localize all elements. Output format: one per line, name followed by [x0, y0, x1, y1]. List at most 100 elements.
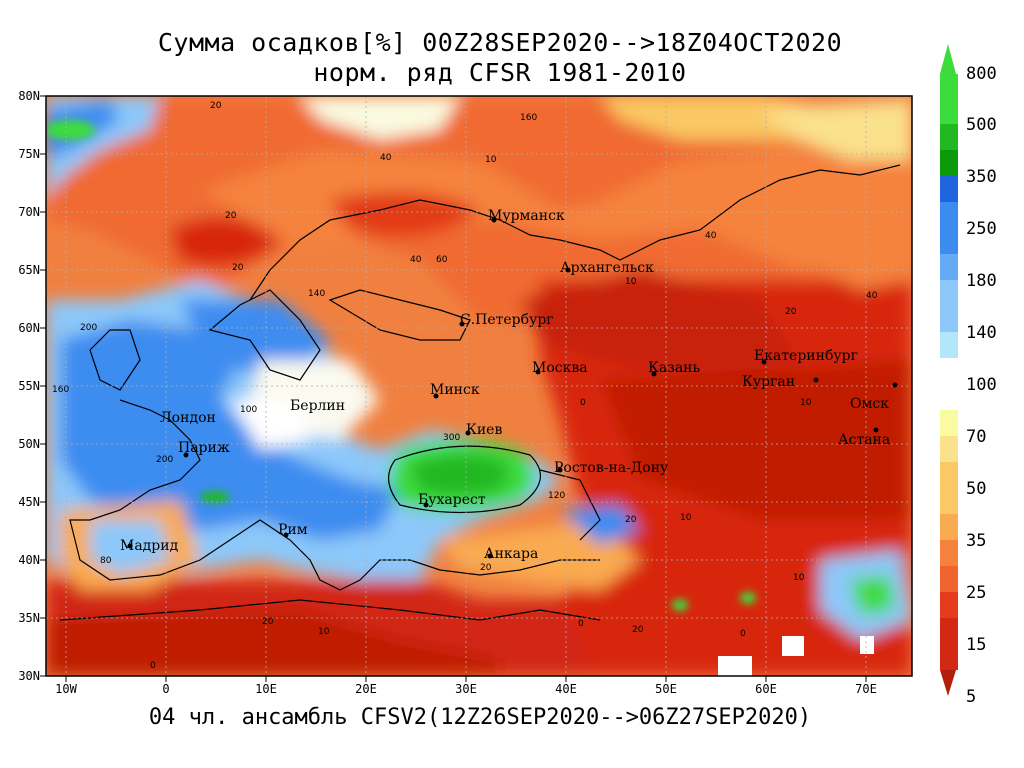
coastlines: [59, 164, 901, 621]
contour-label: 40: [380, 153, 392, 163]
city-label: Киев: [466, 422, 502, 438]
city-marker: [557, 467, 563, 473]
colorbar-bin: [940, 514, 958, 540]
contour-label: 10: [485, 155, 497, 165]
contour-label: 20: [262, 617, 274, 627]
map-title: Сумма осадков[%] 00Z28SEP2020-->18Z04OCT…: [157, 28, 843, 57]
lon-tick-label: 10E: [255, 682, 277, 696]
city-label: С.Петербург: [460, 312, 554, 328]
contour-label: 40: [866, 291, 878, 301]
colorbar-bin: [940, 540, 958, 566]
precip-field: 20 40 10 160 20 20 40 60 10 40 20 40 140…: [46, 96, 912, 676]
map-subtitle: норм. ряд CFSR 1981-2010: [313, 58, 687, 87]
colorbar-label: 50: [966, 479, 987, 499]
city-marker: [465, 430, 471, 436]
city-marker: [535, 369, 541, 375]
contour-label: 10: [680, 513, 692, 523]
lat-tick-label: 80N: [18, 89, 40, 103]
colorbar-label: 25: [966, 583, 987, 603]
lon-tick-label: 10W: [55, 682, 77, 696]
ensemble-footer: 04 чл. ансамбль CFSV2(12Z26SEP2020-->06Z…: [148, 705, 812, 730]
lat-tick-label: 55N: [18, 379, 40, 393]
colorbar-label: 5: [966, 687, 977, 707]
lat-tick-label: 65N: [18, 263, 40, 277]
contour-label: 10: [625, 277, 637, 287]
city-label: Ростов-на-Дону: [554, 460, 669, 476]
colorbar-label: 500: [966, 115, 997, 135]
lat-tick-label: 35N: [18, 611, 40, 625]
colorbar-bin: [940, 202, 958, 254]
colorbar-bin: [940, 462, 958, 514]
city-label: Мадрид: [120, 538, 179, 554]
contour-label: 80: [100, 556, 112, 566]
colorbar-bin: [940, 176, 958, 202]
colorbar-bin: [940, 332, 958, 358]
contour-label: 0: [150, 661, 156, 671]
lon-tick-label: 60E: [755, 682, 777, 696]
city-label: Москва: [532, 360, 588, 376]
contour-label: 20: [210, 101, 222, 111]
colorbar: [940, 44, 958, 696]
lon-tick-label: 20E: [355, 682, 377, 696]
city-marker: [459, 321, 465, 327]
colorbar-label: 100: [966, 375, 997, 395]
contour-label: 20: [785, 307, 797, 317]
colorbar-bin: [940, 150, 958, 176]
contour-label: 200: [156, 455, 173, 465]
city-marker: [183, 452, 189, 458]
colorbar-label: 800: [966, 64, 997, 84]
contour-label: 20: [232, 263, 244, 273]
colorbar-bin: [940, 566, 958, 592]
colorbar-label: 70: [966, 427, 987, 447]
lat-tick-label: 50N: [18, 437, 40, 451]
contour-label: 140: [308, 289, 325, 299]
colorbar-label: 15: [966, 635, 987, 655]
contour-label: 160: [520, 113, 537, 123]
colorbar-bin: [940, 592, 958, 618]
city-marker: [813, 377, 819, 383]
colorbar-bin: [940, 410, 958, 436]
lon-tick-label: 0: [162, 682, 170, 696]
city-marker: [873, 427, 879, 433]
city-marker: [283, 532, 289, 538]
lat-tick-label: 45N: [18, 495, 40, 509]
colorbar-bin: [940, 74, 958, 124]
contour-label: 0: [580, 398, 586, 408]
colorbar-label: 180: [966, 271, 997, 291]
colorbar-bin: [940, 254, 958, 280]
colorbar-label: 140: [966, 323, 997, 343]
contour-label: 20: [625, 515, 637, 525]
city-label: Астана: [838, 432, 890, 448]
city-marker: [487, 553, 493, 559]
lat-tick-label: 30N: [18, 669, 40, 683]
colorbar-bottom-arrow: [940, 670, 956, 696]
city-marker: [423, 502, 429, 508]
city-marker: [892, 382, 898, 388]
city-labels: Мурманск Архангельск С.Петербург Москва …: [120, 208, 898, 562]
city-label: Омск: [850, 396, 889, 412]
city-label: Рим: [278, 522, 308, 538]
lat-tick-label: 75N: [18, 147, 40, 161]
colorbar-bin: [940, 280, 958, 332]
contour-label: 60: [436, 255, 448, 265]
contour-label: 300: [443, 433, 460, 443]
contour-label: 10: [800, 398, 812, 408]
city-label: Курган: [742, 374, 795, 390]
contour-label: 120: [548, 491, 565, 501]
city-label: Париж: [178, 440, 230, 456]
colorbar-bin: [940, 436, 958, 462]
lat-tick-label: 40N: [18, 553, 40, 567]
city-marker: [127, 543, 133, 549]
city-label: Анкара: [484, 546, 538, 562]
city-label: Мурманск: [488, 208, 565, 224]
lat-tick-label: 70N: [18, 205, 40, 219]
city-marker: [433, 393, 439, 399]
city-label: Архангельск: [560, 260, 654, 276]
colorbar-bin: [940, 618, 958, 670]
lat-tick-label: 60N: [18, 321, 40, 335]
city-marker: [565, 267, 571, 273]
city-marker: [761, 359, 767, 365]
contour-label: 20: [225, 211, 237, 221]
colorbar-label: 350: [966, 167, 997, 187]
